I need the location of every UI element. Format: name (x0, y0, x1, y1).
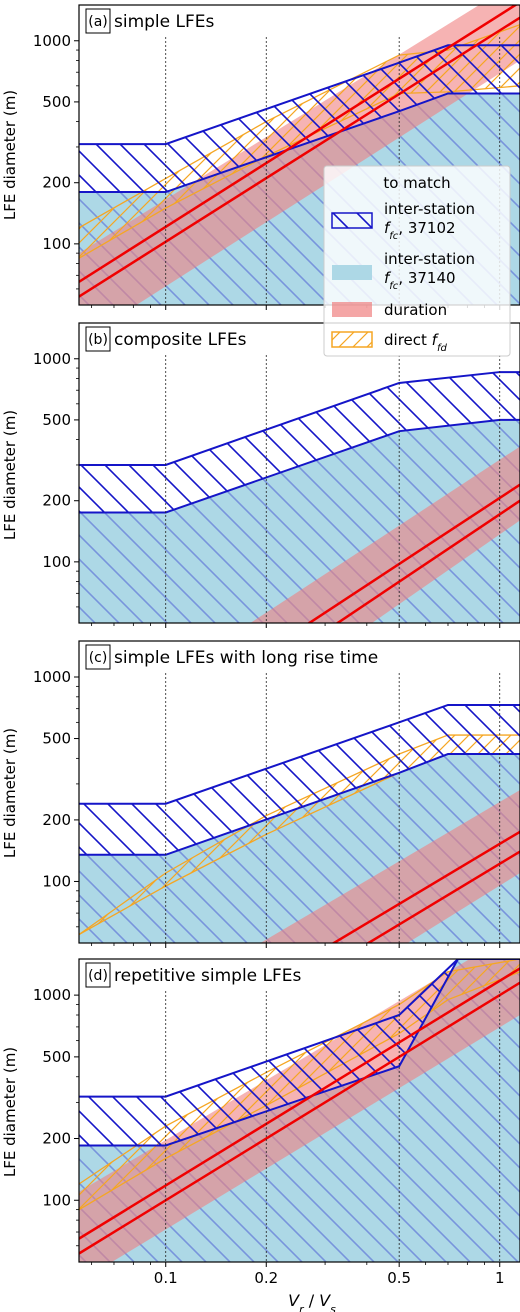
y-tick-label: 500 (42, 411, 71, 429)
legend-label: direct ffd (384, 331, 447, 354)
blue-hatch-band (79, 704, 520, 855)
x-label-v: V (288, 1291, 300, 1310)
panel-letter: (c) (89, 650, 108, 666)
duration-line (79, 967, 520, 1240)
panel-title-box: (d) repetitive simple LFEs (85, 962, 302, 988)
legend-label: ffc, 37140 (384, 269, 456, 292)
legend-title: to match (383, 174, 450, 192)
legend-sub: fc (389, 281, 399, 292)
y-tick-label: 500 (42, 1048, 71, 1066)
x-label-r: r (299, 1303, 305, 1312)
panel-letter-frame (85, 644, 111, 670)
duration-line (331, 830, 520, 943)
y-tick-label: 1000 (33, 668, 71, 686)
blue-hatch-band (79, 45, 520, 193)
legend-label: duration (384, 301, 447, 319)
y-tick-label: 1000 (33, 32, 71, 50)
blue-hatch-upper (79, 371, 520, 466)
legend-swatch-blue-hatch (331, 212, 373, 229)
legend-swatch-orange-hatch (331, 331, 373, 348)
panel-title-box: (c) simple LFEs with long rise time (85, 644, 378, 670)
y-axis-label: LFE diameter (m) (1, 90, 19, 220)
y-tick-label: 500 (42, 730, 71, 748)
y-axis-label: LFE diameter (m) (1, 728, 19, 858)
panel-frame (78, 958, 520, 1263)
y-tick-label: 100 (42, 235, 71, 253)
duration-line (307, 483, 520, 623)
blue-hatch-band (79, 372, 520, 513)
x-tick-label: 1 (495, 1269, 505, 1287)
plot-area (79, 959, 520, 1262)
x-tick-label: 0.1 (154, 1269, 178, 1287)
duration-band (250, 446, 520, 623)
x-tick-label: 0.5 (387, 1269, 411, 1287)
plot-area (79, 355, 520, 623)
y-tick-label: 100 (42, 872, 71, 890)
panel-title: simple LFEs with long rise time (114, 648, 378, 668)
y-axis-label: LFE diameter (m) (1, 410, 19, 540)
duration-line-2 (366, 850, 520, 943)
y-axis-label: LFE diameter (m) (1, 1047, 19, 1177)
y-tick-label: 200 (42, 492, 71, 510)
legend-f: f (384, 219, 392, 237)
y-tick-label: 200 (42, 811, 71, 829)
legend-rest: , 37102 (398, 219, 455, 237)
y-tick-label: 100 (42, 553, 71, 571)
panel-letter: (d) (88, 968, 108, 984)
panel-frame (78, 322, 520, 624)
legend-rest: , 37140 (398, 269, 455, 287)
legend-sub: fc (389, 231, 399, 242)
panel-letter-frame (85, 962, 111, 988)
panel-title: simple LFEs (114, 12, 215, 32)
x-axis-label: Vr / Vs (288, 1291, 336, 1312)
legend-direct: direct (384, 331, 432, 349)
panel-title-box: (a) simple LFEs (85, 8, 215, 34)
duration-line (79, 16, 520, 298)
x-label-sep: / (304, 1291, 320, 1310)
blue-hatch-lower (79, 753, 520, 856)
legend-f: f (384, 269, 392, 287)
duration-band (260, 790, 520, 943)
panel-letter: (a) (88, 14, 108, 30)
y-tick-label: 100 (42, 1191, 71, 1209)
chart-panel: 100 200 500 1000 0.1 0.2 0.5 1 (d) repetitive sim… (33, 958, 520, 1287)
duration-line-2 (335, 499, 520, 623)
chart-panel: 100 200 500 1000 (c) simple LFEs with long ri… (33, 640, 520, 948)
panel-title: repetitive simple LFEs (114, 966, 302, 986)
y-tick-label: 1000 (33, 350, 71, 368)
legend-f: f (432, 331, 440, 349)
y-tick-label: 200 (42, 1130, 71, 1148)
plot-area (79, 673, 520, 943)
y-tick-label: 500 (42, 93, 71, 111)
y-tick-label: 1000 (33, 986, 71, 1004)
blue-hatch-lower (79, 92, 520, 194)
x-label-v2: V (319, 1291, 331, 1310)
x-tick-label: 0.2 (254, 1269, 278, 1287)
legend-sub: fd (437, 343, 448, 354)
panel-title-box: (b) composite LFEs (85, 326, 247, 352)
panel-title: composite LFEs (114, 330, 247, 350)
legend-label: ffc, 37102 (384, 219, 456, 242)
blue-hatch-lower (79, 959, 520, 1147)
legend-swatch-duration (332, 302, 372, 317)
legend-label: inter-station (384, 250, 475, 268)
panel-letter: (b) (88, 332, 108, 348)
panel-frame (78, 4, 520, 306)
panel-letter-frame (85, 326, 111, 352)
y-tick-label: 200 (42, 174, 71, 192)
x-label-s: s (330, 1303, 336, 1312)
legend: to match inter-station ffc, 37102 inter-… (323, 165, 511, 357)
legend-label: inter-station (384, 200, 475, 218)
chart-panel: 100 200 500 1000 (b) composite LFEs (33, 322, 520, 628)
legend-swatch-lightblue (332, 265, 372, 280)
duration-line-2 (79, 981, 520, 1255)
duration-line-2 (79, 5, 518, 283)
panel-letter-frame (85, 8, 111, 34)
panel-frame (78, 640, 520, 944)
